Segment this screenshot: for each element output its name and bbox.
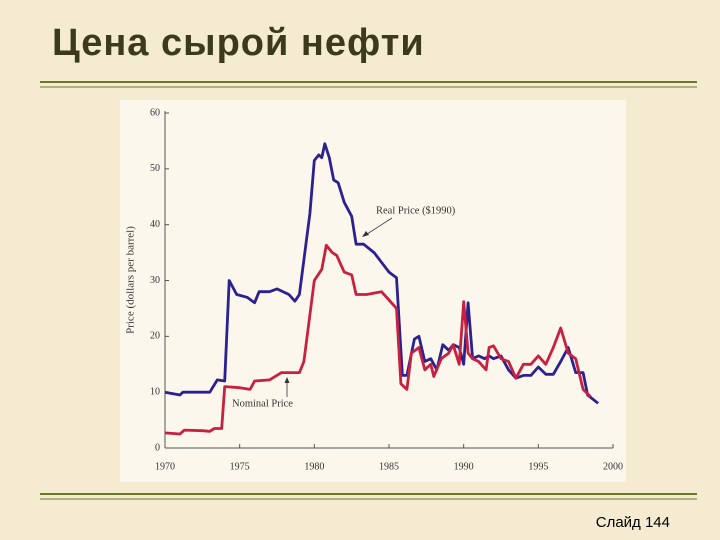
x-tick-label: 1975 — [230, 461, 250, 472]
x-tick-label: 1995 — [528, 461, 548, 472]
plot: 0 10 20 30 40 50 60 1970 1975 1980 1985 1990 1995 200… — [150, 107, 623, 472]
arrow-head — [284, 377, 290, 383]
annotation-arrow — [363, 217, 393, 237]
x-tick-label: 2000 — [603, 461, 623, 472]
slide-number: Слайд 144 — [596, 514, 670, 531]
price-line — [164, 243, 592, 436]
y-tick-label: 10 — [150, 386, 160, 397]
x-tick-label: 1980 — [304, 461, 324, 472]
chart-panel — [120, 100, 626, 482]
y-tick-label: 30 — [150, 275, 160, 286]
y-tick-label: 0 — [155, 442, 160, 453]
y-tick-label: 40 — [150, 219, 160, 230]
y-tick-label: 50 — [150, 163, 160, 174]
price-line — [164, 142, 599, 405]
y-axis-label: Price (dollars per barrel) — [125, 226, 137, 334]
x-tick-label: 1985 — [379, 461, 399, 472]
x-tick-label: 1990 — [454, 461, 474, 472]
slide-title: Цена сырой нефти — [52, 22, 425, 64]
annotation: Real Price ($1990) — [376, 205, 456, 216]
y-tick-label: 20 — [150, 331, 160, 342]
annotation: Nominal Price — [232, 398, 293, 409]
y-tick-label: 60 — [150, 107, 160, 118]
arrow-head — [362, 231, 369, 237]
x-tick-label: 1970 — [155, 461, 175, 472]
